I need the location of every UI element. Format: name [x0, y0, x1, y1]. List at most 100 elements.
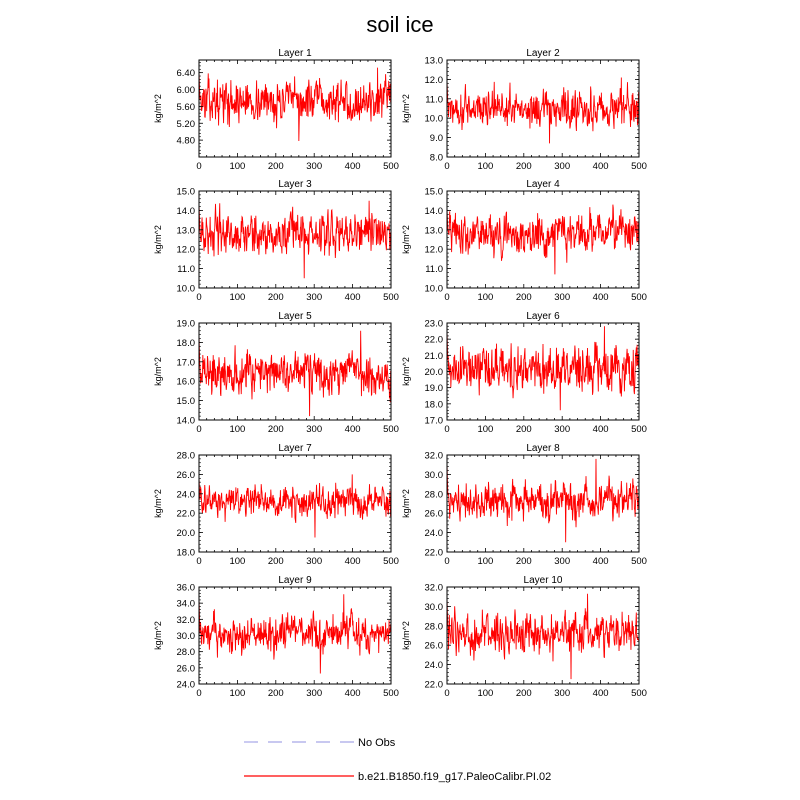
y-tick-label: 17.0	[177, 357, 196, 368]
x-tick-label: 0	[196, 688, 201, 699]
panel-3: Layer 3 kg/m^2 0 100 200 300 400 500 10.0 11.0 12.…	[153, 179, 399, 303]
plot-frame	[198, 190, 392, 289]
y-tick-label: 10.0	[177, 284, 196, 295]
y-tick-label: 26.0	[425, 509, 444, 520]
x-tick-label: 100	[477, 556, 493, 567]
x-tick-label: 0	[444, 292, 449, 303]
figure-title: soil ice	[366, 12, 434, 37]
y-tick-label: 32.0	[425, 583, 444, 594]
panel-title: Layer 2	[526, 48, 560, 59]
y-tick-label: 19.0	[177, 319, 196, 330]
panel-10: Layer 10 kg/m^2 0 100 200 300 400 500 22.0 24.0 26…	[401, 575, 647, 699]
x-tick-label: 200	[516, 688, 532, 699]
y-tick-label: 15.0	[177, 187, 196, 198]
x-tick-label: 200	[516, 292, 532, 303]
y-tick-label: 11.0	[425, 264, 443, 275]
x-tick-label: 100	[229, 688, 245, 699]
y-tick-label: 22.0	[177, 509, 196, 520]
y-tick-label: 10.0	[425, 284, 444, 295]
y-tick-label: 23.0	[425, 319, 444, 330]
plot-frame	[446, 59, 640, 158]
y-tick-label: 4.80	[177, 136, 196, 147]
y-tick-label: 26.0	[177, 470, 196, 481]
y-tick-label: 9.0	[430, 133, 443, 144]
y-tick-label: 14.0	[177, 206, 196, 217]
x-tick-label: 200	[268, 424, 284, 435]
y-tick-label: 20.0	[425, 367, 444, 378]
x-tick-label: 500	[383, 292, 399, 303]
panel-title: Layer 5	[278, 311, 312, 322]
panel-title: Layer 8	[526, 443, 560, 454]
y-axis-label: kg/m^2	[153, 357, 163, 386]
y-tick-label: 11.0	[177, 264, 195, 275]
x-tick-label: 200	[268, 161, 284, 172]
panel-9: Layer 9 kg/m^2 0 100 200 300 400 500 24.0 26.0 28.…	[153, 575, 399, 699]
y-tick-label: 22.0	[425, 548, 444, 559]
x-tick-label: 0	[444, 688, 449, 699]
y-tick-label: 24.0	[425, 528, 444, 539]
series-line	[198, 200, 392, 279]
plot-frame	[446, 454, 640, 553]
x-tick-label: 0	[196, 292, 201, 303]
y-axis-label: kg/m^2	[401, 489, 411, 518]
x-tick-label: 300	[554, 161, 570, 172]
y-tick-label: 17.0	[425, 416, 444, 427]
x-tick-label: 400	[593, 292, 609, 303]
y-tick-label: 13.0	[425, 56, 444, 67]
x-tick-label: 300	[554, 424, 570, 435]
x-tick-label: 400	[593, 688, 609, 699]
y-tick-label: 20.0	[177, 528, 196, 539]
x-tick-label: 200	[268, 292, 284, 303]
panel-title: Layer 9	[278, 575, 312, 586]
x-tick-label: 500	[383, 424, 399, 435]
panel-4: Layer 4 kg/m^2 0 100 200 300 400 500 10.0 11.0 12.…	[401, 179, 647, 303]
y-axis-label: kg/m^2	[153, 489, 163, 518]
y-tick-label: 10.0	[425, 114, 444, 125]
y-tick-label: 12.0	[177, 245, 196, 256]
y-tick-label: 6.00	[177, 85, 196, 96]
y-tick-label: 8.0	[430, 153, 443, 164]
x-tick-label: 100	[477, 424, 493, 435]
y-tick-label: 26.0	[425, 641, 444, 652]
y-tick-label: 22.0	[425, 335, 444, 346]
x-tick-label: 400	[593, 424, 609, 435]
panel-1: Layer 1 kg/m^2 0 100 200 300 400 500 4.80 5.20 5.6…	[153, 48, 399, 172]
y-tick-label: 24.0	[425, 660, 444, 671]
x-tick-label: 100	[229, 161, 245, 172]
x-tick-label: 400	[345, 292, 361, 303]
legend: No Obs b.e21.B1850.f19_g17.PaleoCalibr.PI…	[244, 737, 551, 783]
x-tick-label: 400	[345, 424, 361, 435]
y-tick-label: 36.0	[177, 583, 196, 594]
x-tick-label: 100	[229, 424, 245, 435]
x-tick-label: 500	[631, 292, 647, 303]
y-tick-label: 34.0	[177, 599, 196, 610]
x-tick-label: 500	[383, 556, 399, 567]
y-tick-label: 30.0	[177, 631, 196, 642]
series-line	[446, 593, 640, 680]
y-axis-label: kg/m^2	[153, 621, 163, 650]
x-tick-label: 100	[477, 292, 493, 303]
x-tick-label: 200	[516, 424, 532, 435]
y-tick-label: 15.0	[425, 187, 444, 198]
y-tick-label: 28.0	[425, 621, 444, 632]
y-tick-label: 19.0	[425, 383, 444, 394]
x-tick-label: 200	[516, 556, 532, 567]
y-tick-label: 21.0	[425, 351, 444, 362]
x-tick-label: 500	[631, 688, 647, 699]
legend-series-label: b.e21.B1850.f19_g17.PaleoCalibr.PI.02	[358, 771, 551, 783]
x-tick-label: 400	[345, 688, 361, 699]
panel-title: Layer 4	[526, 179, 560, 190]
y-tick-label: 5.60	[177, 102, 196, 113]
panel-title: Layer 1	[278, 48, 312, 59]
y-tick-label: 30.0	[425, 470, 444, 481]
x-tick-label: 500	[631, 556, 647, 567]
x-tick-label: 0	[196, 556, 201, 567]
plot-frame	[198, 59, 392, 158]
y-tick-label: 12.0	[425, 75, 444, 86]
y-tick-label: 32.0	[425, 451, 444, 462]
series-line	[198, 67, 392, 141]
y-tick-label: 28.0	[177, 451, 196, 462]
y-tick-label: 13.0	[425, 225, 444, 236]
y-axis-label: kg/m^2	[153, 94, 163, 123]
